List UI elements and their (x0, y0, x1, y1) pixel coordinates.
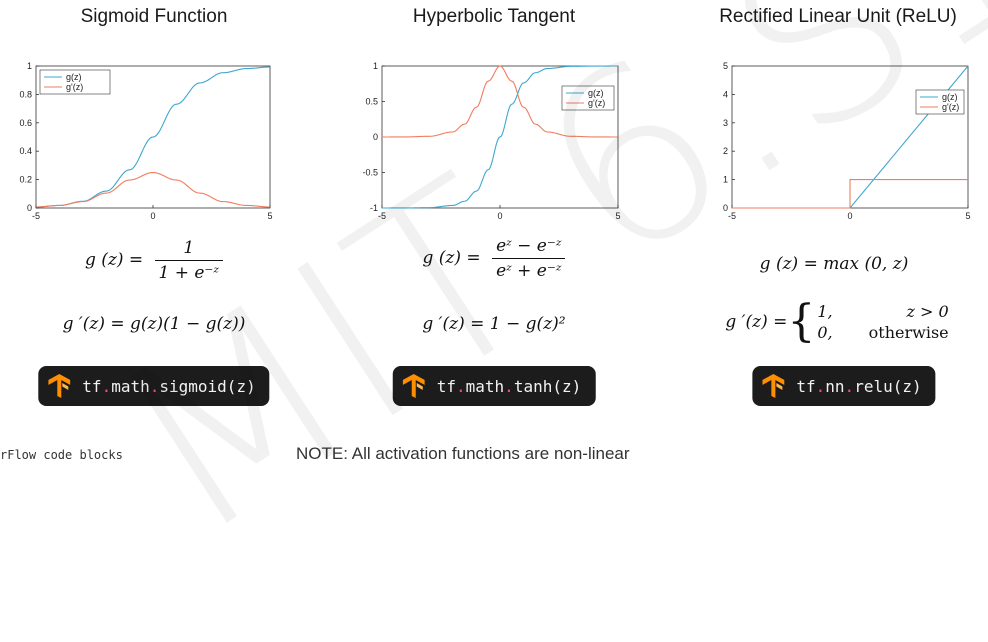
code-function-tanh: tanh(z) (513, 376, 582, 396)
y-tick-label: 0.5 (365, 97, 378, 107)
code-dot: . (844, 376, 855, 396)
code-dot: . (101, 376, 112, 396)
tanh-formula-gprime: g ′(z) = 1 − g(z)² (422, 314, 566, 334)
x-tick-label: -5 (32, 211, 40, 221)
sigmoid-formula-denominator: 1 + e⁻ᶻ (158, 263, 220, 283)
y-tick-label: -0.5 (362, 168, 378, 178)
tanh-formula-denominator: eᶻ + e⁻ᶻ (496, 261, 562, 281)
sigmoid-panel: Sigmoid Function -5 0 5 0 0.2 0.4 0.6 0.8 1 g(z) g… (0, 0, 300, 420)
code-dot: . (456, 376, 466, 396)
tensorflow-logo-icon (48, 374, 71, 398)
y-tick-label: 0.2 (19, 175, 32, 185)
legend-entry: g'(z) (588, 98, 605, 108)
relu-title: Rectified Linear Unit (ReLU) (719, 6, 957, 27)
legend-entry: g'(z) (66, 82, 83, 92)
legend-entry: g'(z) (942, 102, 959, 112)
y-tick-label: 0 (373, 132, 378, 142)
tanh-formula-g: g (z) = eᶻ − e⁻ᶻ eᶻ + e⁻ᶻ (344, 236, 644, 281)
x-tick-label: 5 (615, 211, 620, 221)
y-tick-label: 1 (27, 61, 32, 71)
sigmoid-formula-g: g (z) = 1 1 + e⁻ᶻ (4, 238, 304, 283)
code-namespace-math: math (465, 376, 505, 396)
tanh-code-block: tf. math. tanh(z) (392, 366, 596, 406)
y-tick-label: 3 (723, 118, 728, 128)
code-dot: . (149, 376, 160, 396)
sigmoid-formula-g-lhs: g (z) = (84, 250, 144, 270)
tensorflow-logo-icon (762, 374, 785, 398)
sigmoid-formula-gprime: g ′(z) = g(z)(1 − g(z)) (62, 314, 246, 334)
case2-value: 0, (817, 323, 833, 342)
tanh-chart: -5 0 5 -1 -0.5 0 0.5 1 g(z)g'(z) (362, 61, 620, 221)
y-tick-label: 0.8 (19, 89, 32, 99)
code-namespace-math: math (111, 376, 150, 396)
relu-formula-gprime-lhs: g ′(z) = (725, 312, 788, 332)
y-tick-label: 4 (723, 89, 728, 99)
y-tick-label: 0 (27, 203, 32, 213)
legend-entry: g(z) (66, 72, 82, 82)
x-tick-label: -5 (378, 211, 386, 221)
series-line-gprime (382, 65, 618, 138)
sigmoid-formula-fraction: 1 1 + e⁻ᶻ (154, 238, 224, 283)
case1-value: 1, (817, 302, 833, 321)
y-tick-label: 5 (723, 61, 728, 71)
tanh-formula-numerator: eᶻ − e⁻ᶻ (492, 236, 566, 259)
tanh-title: Hyperbolic Tangent (412, 6, 576, 27)
code-namespace-tf: tf (436, 376, 457, 396)
tanh-formula-g-lhs: g (z) = (422, 248, 481, 268)
y-tick-label: 1 (723, 175, 728, 185)
x-tick-label: 0 (150, 211, 155, 221)
tanh-panel: Hyperbolic Tangent -5 0 5 -1 -0.5 0 0.5 1 g(z) g'… (342, 0, 642, 420)
x-tick-label: 0 (497, 211, 502, 221)
relu-formula-g: g (z) = max (0, z) (759, 254, 909, 274)
legend-box (915, 89, 965, 115)
y-tick-label: -1 (370, 203, 378, 213)
legend-entry: g(z) (942, 92, 958, 102)
sigmoid-code-block: tf. math. sigmoid(z) (38, 366, 270, 406)
code-function-sigmoid: sigmoid(z) (159, 376, 256, 396)
code-dot: . (815, 376, 826, 396)
relu-formula-cases: 1, z > 0 0, otherwise (817, 302, 948, 342)
case1-condition: z > 0 (906, 302, 949, 321)
case2-condition: otherwise (868, 323, 949, 342)
series-line-gprime (732, 179, 968, 209)
y-tick-label: 1 (373, 61, 378, 71)
sigmoid-chart: -5 0 500.20.40.60.81g(z)g'(z) (19, 61, 272, 221)
y-tick-label: 0.4 (19, 146, 32, 156)
brace-icon: { (787, 296, 816, 347)
footer-note: NOTE: All activation functions are non-l… (296, 444, 630, 463)
sigmoid-formula-numerator: 1 (154, 238, 224, 261)
legend-box (39, 69, 111, 95)
y-tick-label: 0.6 (19, 118, 32, 128)
x-tick-label: 5 (267, 211, 272, 221)
y-tick-label: 2 (723, 146, 728, 156)
relu-code-block: tf. nn. relu(z) (752, 366, 936, 406)
tensorflow-logo-icon (402, 374, 425, 398)
x-tick-label: -5 (728, 211, 736, 221)
footer-code-blocks-label: rFlow code blocks (0, 448, 123, 462)
legend-entry: g(z) (588, 88, 604, 98)
code-namespace-tf: tf (82, 376, 102, 396)
series-line-g (382, 65, 618, 209)
tanh-formula-fraction: eᶻ − e⁻ᶻ eᶻ + e⁻ᶻ (492, 236, 566, 281)
y-tick-label: 0 (723, 203, 728, 213)
series-line-gprime (35, 171, 271, 208)
x-tick-label: 5 (965, 211, 970, 221)
relu-panel: Rectified Linear Unit (ReLU) -5 0 5 0 1 2 3 4 5 g… (688, 0, 988, 420)
sigmoid-title: Sigmoid Function (80, 6, 228, 27)
code-dot: . (504, 376, 514, 396)
code-function-relu: relu(z) (854, 376, 922, 396)
relu-formula-piecewise: g ′(z) = { 1, z > 0 0, otherwise (725, 300, 948, 344)
code-namespace-nn: nn (825, 376, 845, 396)
x-tick-label: 0 (847, 211, 852, 221)
code-namespace-tf: tf (796, 376, 816, 396)
legend-box (561, 85, 615, 111)
relu-formula-gprime: g ′(z) = { 1, z > 0 0, otherwise (684, 300, 984, 344)
